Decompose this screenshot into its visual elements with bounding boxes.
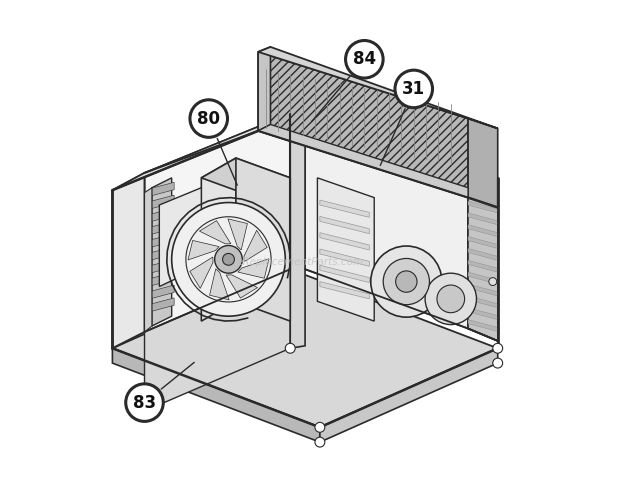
Polygon shape <box>320 282 370 299</box>
Polygon shape <box>112 114 290 190</box>
Polygon shape <box>468 320 498 331</box>
Polygon shape <box>236 158 290 321</box>
Polygon shape <box>468 189 498 201</box>
Polygon shape <box>320 265 370 283</box>
Circle shape <box>285 343 295 353</box>
Polygon shape <box>468 168 498 341</box>
Polygon shape <box>159 188 202 287</box>
Text: 84: 84 <box>353 50 376 68</box>
Polygon shape <box>258 52 468 198</box>
Polygon shape <box>468 308 498 320</box>
Polygon shape <box>152 259 174 273</box>
Polygon shape <box>152 178 172 326</box>
Polygon shape <box>152 195 174 208</box>
Polygon shape <box>190 257 213 288</box>
Circle shape <box>190 100 228 137</box>
Circle shape <box>396 271 417 292</box>
Circle shape <box>383 258 430 305</box>
Polygon shape <box>258 124 468 198</box>
Polygon shape <box>112 173 144 348</box>
Polygon shape <box>200 221 231 244</box>
Circle shape <box>371 246 442 317</box>
Polygon shape <box>152 285 174 298</box>
Circle shape <box>493 358 503 368</box>
Polygon shape <box>468 237 498 248</box>
Polygon shape <box>152 247 174 260</box>
Polygon shape <box>320 348 498 442</box>
Polygon shape <box>320 200 370 217</box>
Circle shape <box>315 437 325 447</box>
Polygon shape <box>468 213 498 225</box>
Text: 83: 83 <box>133 394 156 412</box>
Polygon shape <box>468 284 498 296</box>
Circle shape <box>126 384 163 421</box>
Circle shape <box>345 41 383 78</box>
Polygon shape <box>144 269 290 411</box>
Polygon shape <box>320 233 370 250</box>
Circle shape <box>425 273 477 325</box>
Circle shape <box>395 70 433 108</box>
Text: 31: 31 <box>402 80 425 98</box>
Polygon shape <box>228 219 247 250</box>
Polygon shape <box>152 234 174 247</box>
Polygon shape <box>152 182 174 196</box>
Polygon shape <box>152 298 174 311</box>
Circle shape <box>493 343 503 353</box>
Polygon shape <box>202 158 236 321</box>
Polygon shape <box>226 275 257 298</box>
Polygon shape <box>468 168 498 341</box>
Polygon shape <box>468 248 498 260</box>
Polygon shape <box>305 109 468 329</box>
Polygon shape <box>244 230 267 262</box>
Polygon shape <box>188 241 219 260</box>
Polygon shape <box>468 201 498 213</box>
Circle shape <box>489 278 497 286</box>
Polygon shape <box>468 272 498 284</box>
Circle shape <box>437 285 464 313</box>
Polygon shape <box>468 260 498 272</box>
Polygon shape <box>468 225 498 237</box>
Text: 80: 80 <box>197 110 220 127</box>
Polygon shape <box>238 259 269 278</box>
Polygon shape <box>468 119 498 207</box>
Polygon shape <box>202 158 290 198</box>
Polygon shape <box>152 208 174 221</box>
Polygon shape <box>258 47 270 131</box>
Polygon shape <box>112 269 498 427</box>
Polygon shape <box>258 47 498 128</box>
Polygon shape <box>144 114 290 332</box>
Circle shape <box>172 203 285 316</box>
Polygon shape <box>144 188 152 332</box>
Polygon shape <box>320 249 370 266</box>
Polygon shape <box>112 348 320 442</box>
Polygon shape <box>152 221 174 234</box>
Circle shape <box>215 246 242 273</box>
Polygon shape <box>210 269 229 300</box>
Polygon shape <box>152 272 174 286</box>
Text: eReplacementParts.com: eReplacementParts.com <box>237 257 364 267</box>
Polygon shape <box>317 178 374 321</box>
Circle shape <box>223 253 234 265</box>
Circle shape <box>315 422 325 432</box>
Polygon shape <box>320 216 370 234</box>
Polygon shape <box>290 111 305 348</box>
Polygon shape <box>468 296 498 308</box>
